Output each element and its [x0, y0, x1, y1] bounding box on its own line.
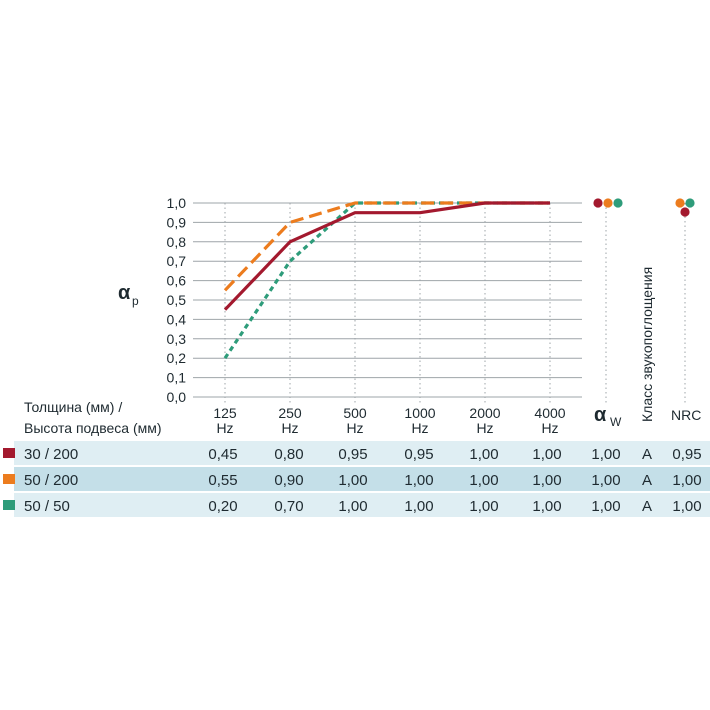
table-cell: 0,80 — [274, 446, 303, 463]
alpha-w-series-dot — [613, 198, 623, 208]
x-tick-label: 1000 — [404, 405, 435, 421]
x-tick-unit: Hz — [216, 420, 233, 436]
thickness-header-line2: Высота подвеса (мм) — [24, 420, 162, 436]
absorption-class-header: Класс звукопоглощения — [639, 267, 655, 422]
x-tick-label: 2000 — [469, 405, 500, 421]
table-cell: 1,00 — [338, 472, 367, 489]
nrc-header: NRC — [671, 407, 701, 423]
table-cell: 0,90 — [274, 472, 303, 489]
table-cell: 1,00 — [532, 472, 561, 489]
table-row-bands — [14, 441, 710, 517]
y-tick-label: 0,9 — [167, 214, 187, 230]
table-cell: 1,00 — [469, 472, 498, 489]
table-cell: 1,00 — [404, 472, 433, 489]
x-tick-unit: Hz — [346, 420, 363, 436]
table-cell: 1,00 — [672, 498, 701, 515]
table-cell: A — [642, 472, 652, 489]
y-axis-ticks: 0,0 0,1 0,2 0,3 0,4 0,5 0,6 0,7 0,8 0,9 1,0 — [167, 195, 187, 405]
y-tick-label: 0,0 — [167, 389, 187, 405]
table-cell: 1,00 — [338, 498, 367, 515]
y-tick-label: 0,3 — [167, 331, 187, 347]
thickness-header-line1: Толщина (мм) / — [24, 399, 122, 415]
header-dots — [593, 198, 695, 217]
y-tick-label: 0,1 — [167, 370, 187, 386]
series-name: 30 / 200 — [24, 446, 78, 463]
alpha-w-series-dot — [593, 198, 603, 208]
series-name: 50 / 200 — [24, 472, 78, 489]
series-lines — [223, 201, 550, 360]
y-axis-label: α — [118, 282, 131, 304]
table-cell: 0,95 — [404, 446, 433, 463]
y-axis-label-sub: p — [132, 294, 139, 308]
nrc-series-dot — [685, 198, 695, 208]
table-cell: 1,00 — [591, 498, 620, 515]
table-cell: 1,00 — [404, 498, 433, 515]
table-cell: A — [642, 446, 652, 463]
x-tick-label: 4000 — [534, 405, 565, 421]
table-cell: 1,00 — [672, 472, 701, 489]
alpha-w-header-sub: W — [610, 415, 622, 429]
table-cell: 0,70 — [274, 498, 303, 515]
y-tick-label: 0,8 — [167, 234, 187, 250]
x-tick-label: 500 — [343, 405, 367, 421]
table-cell: 1,00 — [469, 446, 498, 463]
alpha-w-series-dot — [603, 198, 613, 208]
table-cell: 0,95 — [672, 446, 701, 463]
table-cell: 0,95 — [338, 446, 367, 463]
legend-swatch — [3, 500, 15, 510]
table-cell: 0,45 — [208, 446, 237, 463]
x-tick-unit: Hz — [281, 420, 298, 436]
table-row-band — [14, 441, 710, 465]
table-cell: A — [642, 498, 652, 515]
table-cell: 1,00 — [469, 498, 498, 515]
table-cell: 0,55 — [208, 472, 237, 489]
data-table: 30 / 200 0,45 0,80 0,95 0,95 1,00 1,00 1,00 A 0,9… — [3, 446, 702, 515]
y-tick-label: 0,7 — [167, 253, 187, 269]
x-tick-unit: Hz — [541, 420, 558, 436]
x-tick-label: 250 — [278, 405, 302, 421]
x-tick-unit: Hz — [476, 420, 493, 436]
x-tick-unit: Hz — [411, 420, 428, 436]
table-cell: 1,00 — [532, 498, 561, 515]
series-name: 50 / 50 — [24, 498, 70, 515]
nrc-series-dot — [675, 198, 685, 208]
alpha-w-header: α — [594, 404, 607, 426]
legend-swatch — [3, 474, 15, 484]
legend-swatch — [3, 448, 15, 458]
y-tick-label: 0,5 — [167, 292, 187, 308]
table-cell: 0,20 — [208, 498, 237, 515]
y-tick-label: 0,2 — [167, 350, 187, 366]
x-tick-label: 125 — [213, 405, 237, 421]
y-tick-label: 0,6 — [167, 273, 187, 289]
table-row-band — [14, 493, 710, 517]
table-cell: 1,00 — [591, 472, 620, 489]
y-tick-label: 0,4 — [167, 311, 187, 327]
nrc-series-dot — [680, 207, 690, 217]
table-row-band — [14, 467, 710, 491]
series-line-30200 — [223, 201, 550, 311]
y-tick-label: 1,0 — [167, 195, 187, 211]
table-cell: 1,00 — [591, 446, 620, 463]
gridlines — [193, 202, 686, 403]
series-line-50200 — [223, 201, 550, 292]
table-cell: 1,00 — [532, 446, 561, 463]
